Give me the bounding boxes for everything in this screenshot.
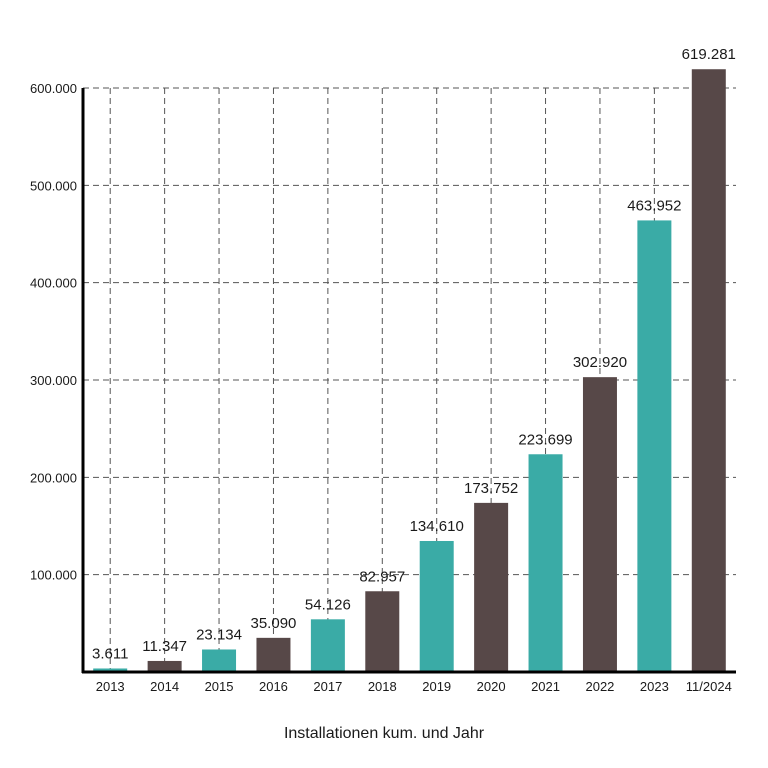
- data-label: 82.957: [359, 568, 405, 585]
- y-tick-label: 500.000: [30, 178, 77, 193]
- data-label: 619.281: [682, 46, 736, 63]
- bar: [637, 220, 672, 673]
- data-label: 134.610: [410, 518, 464, 535]
- x-tick-label: 2022: [585, 679, 614, 694]
- y-tick-label: 600.000: [30, 81, 77, 96]
- bar: [365, 591, 400, 672]
- bar: [419, 540, 454, 672]
- x-tick-label: 2018: [368, 679, 397, 694]
- data-label: 11.347: [142, 638, 187, 655]
- x-tick-label: 2020: [477, 679, 506, 694]
- x-tick-label: 2014: [150, 679, 179, 694]
- bar: [691, 69, 726, 673]
- bar: [256, 637, 291, 672]
- x-tick-label: 2021: [531, 679, 560, 694]
- x-tick-label: 2016: [259, 679, 288, 694]
- y-tick-label: 400.000: [30, 276, 77, 291]
- x-tick-label: 11/2024: [686, 679, 732, 694]
- data-label: 463.952: [627, 197, 681, 214]
- bar: [310, 619, 345, 672]
- y-tick-label: 100.000: [30, 568, 77, 583]
- x-tick-labels: 2013 2014 2015 2016 2017 2018 2019 2020 2021 2022…: [96, 679, 732, 694]
- x-tick-label: 2023: [640, 679, 669, 694]
- y-tick-label: 200.000: [30, 470, 77, 485]
- data-label: 54.126: [305, 596, 351, 613]
- data-label: 223.699: [518, 431, 572, 448]
- bar: [147, 660, 182, 672]
- bar: [582, 377, 617, 672]
- y-tick-labels: 100.000 200.000 300.000 400.000 500.000 600.0…: [30, 81, 77, 583]
- y-tick-label: 300.000: [30, 373, 77, 388]
- data-label: 302.920: [573, 354, 627, 371]
- x-tick-label: 2013: [96, 679, 125, 694]
- data-label: 23.134: [196, 626, 242, 643]
- bar: [474, 502, 509, 672]
- bar: [528, 454, 563, 672]
- x-axis-title: Installationen kum. und Jahr: [284, 725, 485, 742]
- bar: [93, 668, 128, 672]
- bar: [202, 649, 237, 672]
- x-tick-label: 2017: [313, 679, 342, 694]
- x-tick-label: 2019: [422, 679, 451, 694]
- axes: [81, 88, 736, 674]
- bars: [93, 69, 726, 673]
- data-label: 35.090: [251, 615, 297, 632]
- data-label: 173.752: [464, 480, 518, 497]
- data-label: 3.611: [92, 645, 128, 662]
- data-labels: 3.611 11.347 23.134 35.090 54.126 82.957 134.6…: [92, 46, 736, 662]
- x-tick-label: 2015: [205, 679, 234, 694]
